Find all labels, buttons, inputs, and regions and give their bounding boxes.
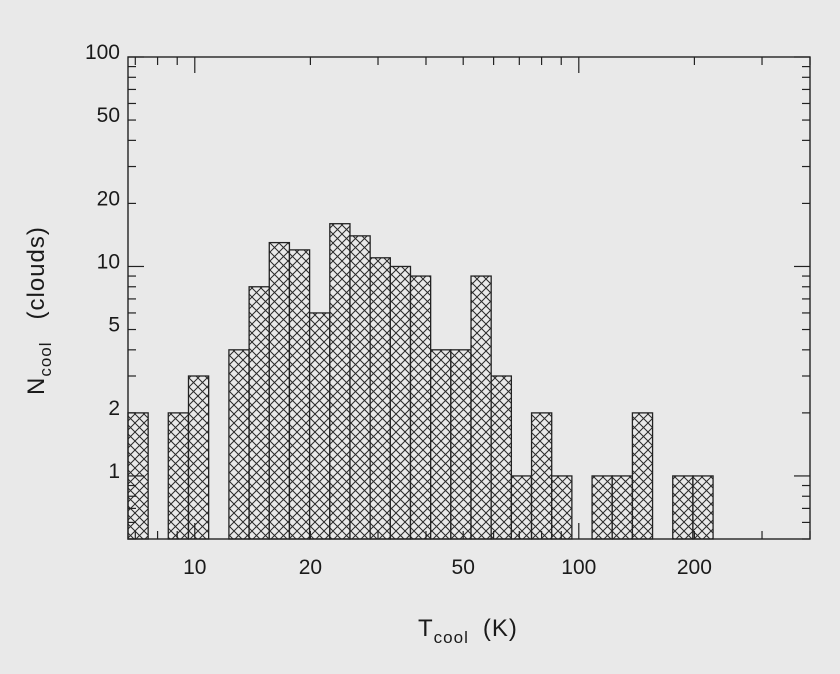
y-axis-label-main: N [23,377,50,395]
histogram-bar [268,241,291,540]
y-axis-label-subscript: cool [36,341,55,376]
y-tick-label: 5 [108,314,120,337]
histogram-bar [349,235,371,540]
histogram-bar [470,275,492,540]
histogram-bar [631,412,654,540]
histogram-bar [329,223,351,540]
y-tick-labels: 1 2 5 10 20 50 100 [85,41,120,483]
x-axis-label: Tcool (K) [418,615,518,647]
histogram-bar [591,475,613,540]
x-tick-label: 20 [299,556,322,579]
histogram-bar [409,275,432,540]
histogram-bar [389,265,412,540]
plot-frame [127,56,811,540]
y-tick-label: 1 [108,460,120,483]
x-axis-label-unit: (K) [483,615,518,642]
histogram-bar [551,475,573,540]
histogram-bar [167,412,190,540]
histogram-bars [127,223,714,540]
histogram-bar [248,286,270,540]
x-tick-label: 10 [183,556,206,579]
histogram-bar [450,349,472,540]
histogram-bar [430,349,452,540]
histogram-bar [692,475,714,540]
y-tick-label: 10 [97,251,120,274]
x-tick-label: 100 [561,556,596,579]
histogram-bar [228,349,250,540]
y-tick-label: 2 [108,397,120,420]
histogram-bar [288,249,311,540]
y-tick-label: 20 [97,187,120,210]
histogram-bar [611,475,634,540]
y-axis-label-unit: (clouds) [23,226,50,319]
x-axis-label-main: T [418,615,434,642]
x-axis-label-subscript: cool [434,628,469,647]
histogram-bar [530,412,553,540]
histogram-bar [510,475,533,540]
histogram-bar [187,375,210,540]
x-tick-label: 50 [452,556,475,579]
y-axis-label: Ncool (clouds) [23,226,55,395]
histogram-bar [308,312,331,540]
y-tick-label: 100 [85,41,120,64]
axis-ticks [128,56,811,540]
x-tick-label: 200 [677,556,712,579]
x-tick-labels: 10 20 50 100 200 [183,556,712,579]
histogram-bar [672,475,694,540]
histogram-bar [490,375,513,540]
histogram-bar [369,257,391,540]
y-tick-label: 50 [97,104,120,127]
